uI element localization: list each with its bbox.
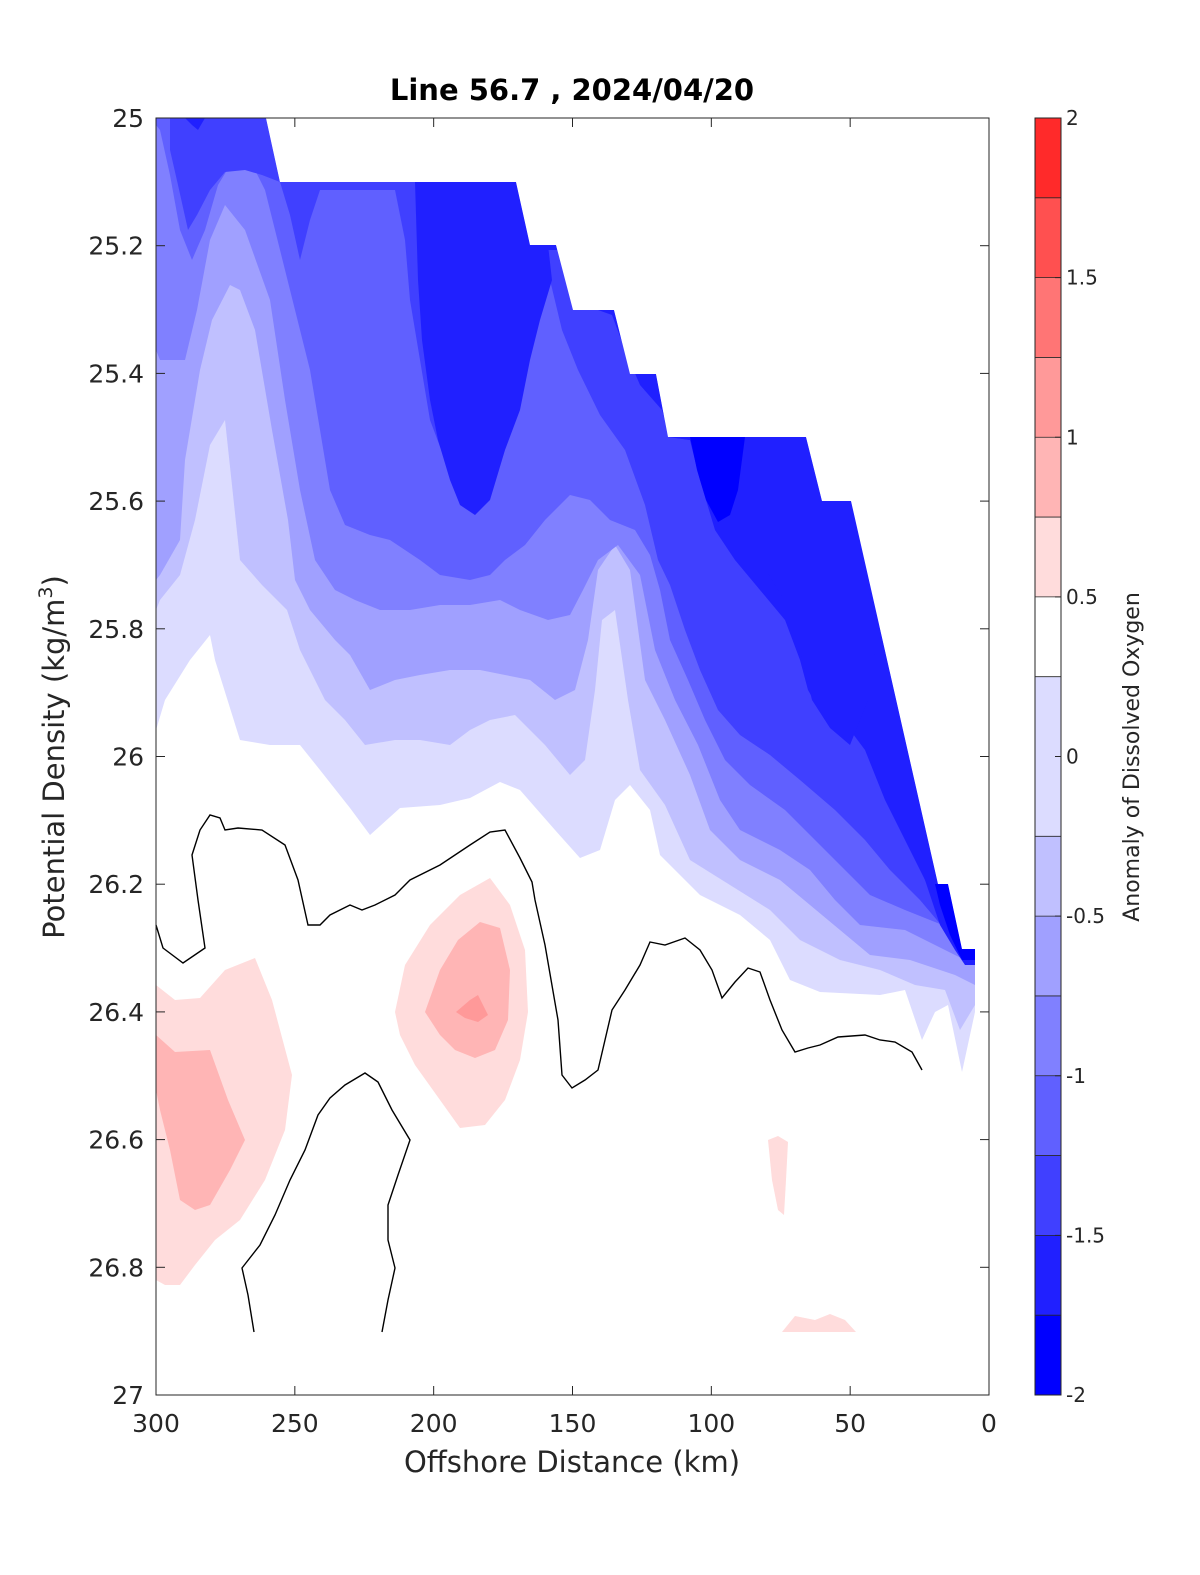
y-tick-label: 26.4 xyxy=(88,998,144,1027)
colorbar-label: Anomaly of Dissolved Oxygen xyxy=(1120,592,1145,922)
chart-title: Line 56.7 , 2024/04/20 xyxy=(390,73,754,107)
y-tick-label: 26.2 xyxy=(88,870,144,899)
nodata-mask-b xyxy=(975,949,989,1012)
y-tick-label: 27 xyxy=(112,1381,144,1410)
colorbar-tick-label: 2 xyxy=(1066,106,1079,130)
x-tick-label: 0 xyxy=(981,1409,997,1438)
y-axis-label-sup: 3 xyxy=(35,586,57,598)
x-tick-label: 50 xyxy=(834,1409,866,1438)
x-tick-label: 200 xyxy=(410,1409,458,1438)
band-pos-0p25-right1 xyxy=(768,1136,788,1215)
zero-contours xyxy=(155,814,923,1333)
y-tick-label: 26 xyxy=(112,743,144,772)
x-tick-label: 100 xyxy=(687,1409,735,1438)
y-tick-label: 25.6 xyxy=(88,487,144,516)
band-core-180 xyxy=(415,182,552,515)
x-tick-label: 150 xyxy=(549,1409,597,1438)
colorbar-swatch xyxy=(1035,1315,1061,1395)
x-axis: 300 250 200 150 100 50 0 xyxy=(132,118,997,1438)
y-tick-label: 25 xyxy=(112,104,144,133)
y-axis-label: Potential Density (kg/m3) xyxy=(35,575,71,939)
nodata-mask xyxy=(266,118,989,1395)
colorbar-swatch xyxy=(1035,197,1061,278)
plot-area xyxy=(155,117,990,1396)
band-pos-0p5-left xyxy=(156,1035,245,1210)
contour-fills xyxy=(156,118,975,1332)
x-axis-label: Offshore Distance (km) xyxy=(404,1445,740,1479)
band-pos-0p5-mid xyxy=(425,922,510,1058)
band-right-edge-b xyxy=(935,884,975,960)
y-tick-label: 25.8 xyxy=(88,615,144,644)
colorbar-tick-label: -1 xyxy=(1066,1064,1086,1088)
x-tick-label: 250 xyxy=(271,1409,319,1438)
band-core-left-top xyxy=(170,118,280,230)
colorbar-tick-label: -1.5 xyxy=(1066,1223,1105,1247)
colorbar-swatch xyxy=(1035,437,1061,518)
y-axis-label-tail: ) xyxy=(37,575,71,586)
colorbar-tick-label: 0.5 xyxy=(1066,585,1098,609)
y-axis-label-main: Potential Density (kg/m xyxy=(37,599,71,939)
colorbar-tick-label: -0.5 xyxy=(1066,904,1105,928)
colorbar-tick-label: 0 xyxy=(1066,745,1079,769)
band-min xyxy=(690,437,745,522)
colorbar-swatch xyxy=(1035,1155,1061,1236)
colorbar-swatch xyxy=(1035,517,1061,597)
colorbar-swatches xyxy=(1035,117,1061,1395)
y-tick-label: 25.4 xyxy=(88,359,144,388)
colorbar-swatch xyxy=(1035,1075,1061,1156)
band-core-left-top2 xyxy=(185,118,205,130)
y-tick-label: 25.2 xyxy=(88,232,144,261)
colorbar-swatch xyxy=(1035,995,1061,1076)
colorbar-swatch xyxy=(1035,596,1061,677)
colorbar-swatch xyxy=(1035,916,1061,996)
colorbar-swatch xyxy=(1035,1235,1061,1316)
colorbar-tick-label: 1 xyxy=(1066,425,1079,449)
x-tick-label: 300 xyxy=(132,1409,180,1438)
colorbar-swatch xyxy=(1035,118,1061,198)
y-tick-label: 26.6 xyxy=(88,1126,144,1155)
colorbar-ticks: 2 1.5 1 0.5 0 -0.5 -1 -1.5 -2 xyxy=(1055,106,1105,1407)
colorbar-swatch xyxy=(1035,836,1061,917)
colorbar-tick-label: 1.5 xyxy=(1066,266,1098,290)
colorbar-tick-label: -2 xyxy=(1066,1383,1086,1407)
band-pos-0p75-mid xyxy=(456,995,488,1022)
zero-contour-2 xyxy=(241,1072,411,1333)
colorbar-swatch xyxy=(1035,357,1061,438)
y-tick-label: 26.8 xyxy=(88,1253,144,1282)
band-neg-1p75-b xyxy=(668,437,880,745)
band-pos-0p25-right2 xyxy=(782,1314,856,1332)
zero-contour-1 xyxy=(155,814,923,1089)
colorbar-swatch xyxy=(1035,277,1061,358)
y-axis: 25 25.2 25.4 25.6 25.8 26 26.2 26.4 26.6 26.8 27 xyxy=(88,104,989,1410)
colorbar: 2 1.5 1 0.5 0 -0.5 -1 -1.5 -2 Anomaly of Dissolv… xyxy=(1034,106,1145,1407)
